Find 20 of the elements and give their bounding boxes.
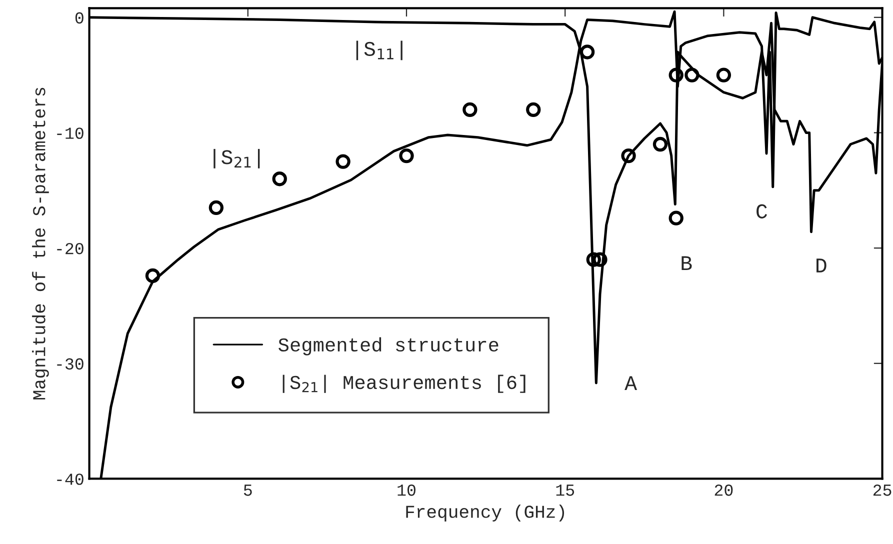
y-tick-label: -20	[57, 242, 84, 254]
annotation: A	[624, 376, 638, 390]
y-tick-label: 0	[75, 12, 84, 24]
y-tick-label: -10	[57, 128, 84, 139]
y-tick-label: -40	[57, 474, 84, 485]
annotation: |S$_{11}$|	[356, 40, 402, 60]
y-tick-label: -30	[57, 358, 84, 370]
annotation: C	[756, 204, 768, 218]
annotation: B	[682, 256, 692, 270]
x-tick-label: 20	[714, 484, 733, 496]
y-axis-title: Magnitude of the S-parameters	[32, 88, 49, 400]
annotation: D	[816, 258, 826, 272]
x-axis-title: Frequency (GHz)	[406, 504, 564, 522]
x-tick-label: 15	[556, 484, 574, 496]
x-tick-label: 5	[244, 484, 252, 496]
x-tick-label: 10	[398, 484, 416, 496]
x-tick-label: 25	[873, 484, 892, 496]
legend-label: |S$_{21}$| Measurements [6]	[282, 374, 526, 393]
annotation: |S$_{21}$|	[214, 148, 260, 168]
legend-label: Segmented structure	[278, 337, 498, 356]
